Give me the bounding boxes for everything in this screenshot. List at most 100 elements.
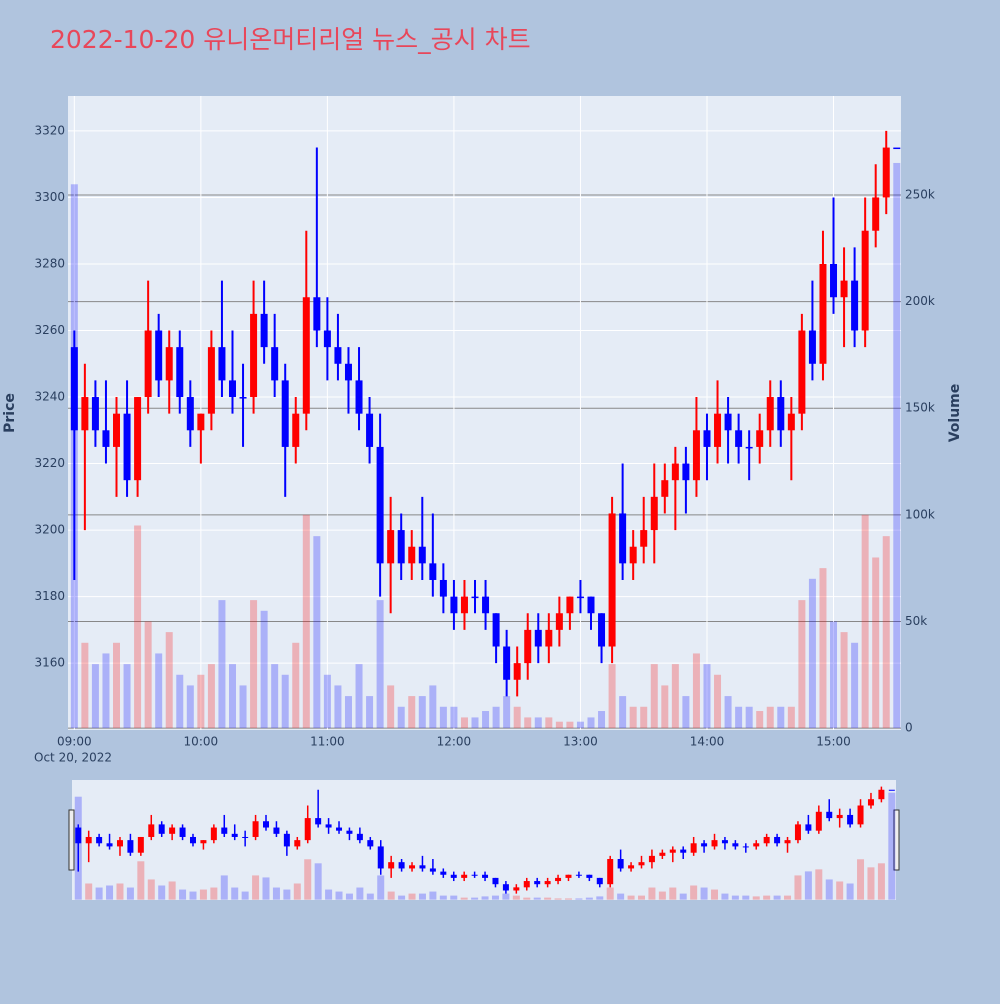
slider-candle-body — [888, 789, 895, 791]
candle-body — [387, 530, 395, 564]
volume-bar — [629, 706, 637, 729]
candle-body — [808, 330, 816, 364]
slider-candle-body — [200, 840, 207, 844]
candle-body — [555, 613, 563, 630]
slider-candle-body — [482, 874, 489, 878]
volume-bar — [197, 674, 205, 729]
volume-bar — [661, 685, 669, 729]
candle-body — [460, 596, 468, 614]
slider-candle-body — [336, 827, 343, 831]
volume-bar — [798, 600, 806, 729]
slider-candle-body — [461, 874, 468, 878]
volume-bar — [808, 578, 816, 729]
volume-bar — [113, 642, 121, 729]
slider-volume-bar — [408, 893, 416, 900]
candle-body — [893, 147, 901, 150]
candle-body — [671, 463, 679, 481]
volume-bar — [271, 664, 279, 729]
slider-volume-bar — [784, 895, 792, 900]
x-tick-label: 13:00 — [563, 735, 598, 749]
slider-candle-body — [283, 833, 290, 847]
slider-candle-body — [75, 827, 82, 844]
y-axis-title: Price — [2, 393, 18, 433]
slider-candle-body — [565, 874, 572, 878]
volume-bar — [260, 610, 268, 729]
volume-bar — [893, 162, 901, 729]
candle-body — [155, 330, 163, 381]
volume-bar — [745, 706, 753, 729]
slider-volume-bar — [658, 891, 666, 900]
y-tick-label: 3280 — [34, 256, 65, 270]
slider-volume-bar — [272, 887, 280, 900]
slider-volume-bar — [794, 875, 802, 900]
slider-volume-bar — [95, 887, 103, 900]
y-tick-label: 3220 — [34, 456, 65, 470]
slider-volume-bar — [116, 883, 124, 900]
y-tick-label: 3180 — [34, 589, 65, 603]
slider-candle-body — [805, 824, 812, 831]
slider-volume-bar — [867, 867, 875, 900]
chart-title: 2022-10-20 유니온머티리얼 뉴스_공시 차트 — [50, 25, 531, 54]
volume-bar — [777, 706, 785, 729]
slider-volume-bar — [877, 863, 885, 900]
volume-bar — [840, 632, 848, 729]
candle-body — [703, 430, 711, 447]
y-tick-label: 3240 — [34, 390, 65, 404]
y2-tick-label: 200k — [905, 294, 935, 308]
slider-candle-body — [596, 877, 603, 885]
candle-body — [397, 530, 405, 564]
volume-bar — [830, 621, 838, 729]
slider-candle-body — [742, 846, 749, 848]
candle-body — [724, 413, 732, 431]
slider-handle[interactable] — [893, 809, 900, 871]
slider-volume-bar — [857, 859, 865, 900]
slider-candle-body — [242, 836, 249, 838]
slider-candle-body — [179, 827, 186, 837]
slider-candle-body — [106, 843, 113, 847]
candle-body — [91, 397, 99, 431]
volume-bar — [376, 600, 384, 729]
candle-body — [313, 297, 321, 331]
slider-candle-body — [273, 827, 280, 834]
slider-candle-body — [669, 849, 676, 853]
slider-volume-bar — [648, 887, 656, 900]
volume-bar — [397, 706, 405, 729]
x-tick-label: 14:00 — [690, 735, 725, 749]
candle-body — [566, 596, 574, 614]
slider-volume-bar — [533, 897, 541, 900]
volume-bar — [524, 717, 532, 729]
slider-volume-bar — [763, 895, 771, 900]
volume-bar — [302, 514, 310, 729]
slider-volume-bar — [502, 893, 510, 900]
slider-candle-body — [116, 840, 123, 847]
slider-candle-body — [367, 840, 374, 847]
slider-candle-body — [680, 849, 687, 853]
volume-bar — [671, 664, 679, 729]
volume-bar — [334, 685, 342, 729]
slider-candle-body — [429, 868, 436, 872]
slider-candle-body — [158, 824, 165, 834]
candle-body — [598, 613, 606, 647]
volume-bar — [545, 717, 553, 729]
x-tick-label: 15:00 — [816, 735, 851, 749]
volume-bar — [207, 664, 215, 729]
volume-bar — [640, 706, 648, 729]
candle-body — [323, 330, 331, 348]
volume-bar — [292, 642, 300, 729]
slider-volume-bar — [262, 877, 270, 900]
slider-volume-bar — [418, 893, 426, 900]
volume-bar — [587, 717, 595, 729]
candle-body — [144, 330, 152, 398]
slider-candle-body — [815, 811, 822, 831]
slider-volume-bar — [325, 889, 333, 900]
slider-volume-bar — [596, 896, 604, 900]
slider-candle-body — [774, 836, 781, 844]
slider-candle-body — [826, 811, 833, 819]
slider-handle[interactable] — [68, 809, 75, 871]
volume-bar — [186, 685, 194, 729]
slider-volume-bar — [179, 889, 187, 900]
slider-candle-body — [513, 887, 520, 891]
candle-body — [608, 513, 616, 647]
slider-volume-bar — [387, 891, 395, 900]
volume-bar — [608, 664, 616, 729]
